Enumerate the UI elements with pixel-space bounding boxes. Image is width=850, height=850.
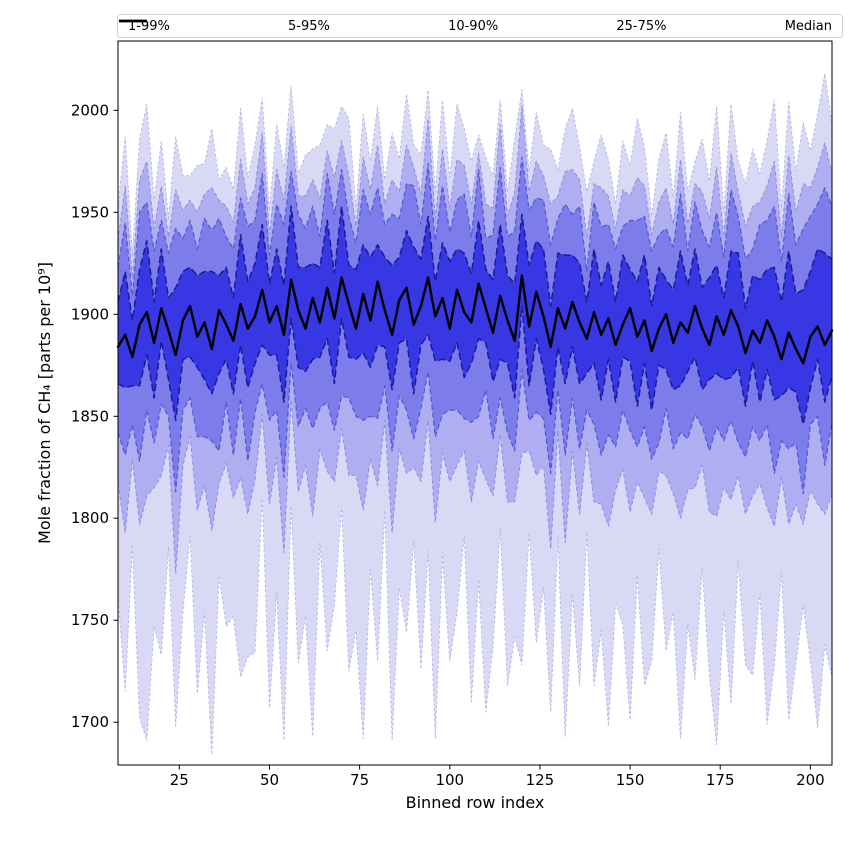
legend: 1-99% 5-95% 10-90% 25-75% Median [117,14,843,38]
band-1-99-lower-edge [117,495,833,756]
x-tick-label: 200 [796,771,825,789]
band-5-95-upper-edge [117,105,833,279]
y-tick-label: 1750 [71,611,109,629]
legend-item-5-95-: 5-95% [119,18,330,34]
y-tick-label: 1800 [71,509,109,527]
legend-label: 5-95% [288,18,330,34]
band-5-95-lower-edge [117,399,833,574]
x-tick-label: 75 [350,771,369,789]
y-tick-label: 2000 [71,101,109,119]
band-10-90-upper-edge [117,156,833,297]
x-tick-label: 100 [435,771,464,789]
x-tick-label: 125 [526,771,555,789]
band-25-75-fill [118,206,832,425]
y-tick-label: 1950 [71,203,109,221]
x-tick-label: 175 [706,771,735,789]
band-25-75-upper-edge [117,205,833,322]
y-axis-label: Mole fraction of CH₄ [parts per 10⁹] [35,262,54,544]
y-tick-label: 1700 [71,713,109,731]
plot-layers: 25 50 75 100 125 150 175 200 1700 1750 1800 1850 190… [71,40,834,789]
band-25-75-lower-edge [117,305,833,426]
x-tick-label: 25 [170,771,189,789]
legend-item-10-90-: 10-90% [119,18,499,34]
plot-area [117,40,833,766]
legend-line-sample [119,19,147,23]
y-tick-label: 1900 [71,305,109,323]
x-tick-label: 50 [260,771,279,789]
median-line [116,274,834,365]
legend-item-median: Median [119,18,832,34]
legend-label: 10-90% [448,18,499,34]
band-10-90-lower-edge [117,362,833,495]
band-1-99-upper-edge [117,73,833,256]
legend-label: Median [784,18,832,34]
x-tick-label: 150 [616,771,645,789]
legend-label: 1-99% [128,18,170,34]
legend-item-25-75-: 25-75% [119,18,667,34]
y-tick-label: 1850 [71,407,109,425]
legend-label: 25-75% [616,18,667,34]
x-axis-label: Binned row index [406,793,545,812]
